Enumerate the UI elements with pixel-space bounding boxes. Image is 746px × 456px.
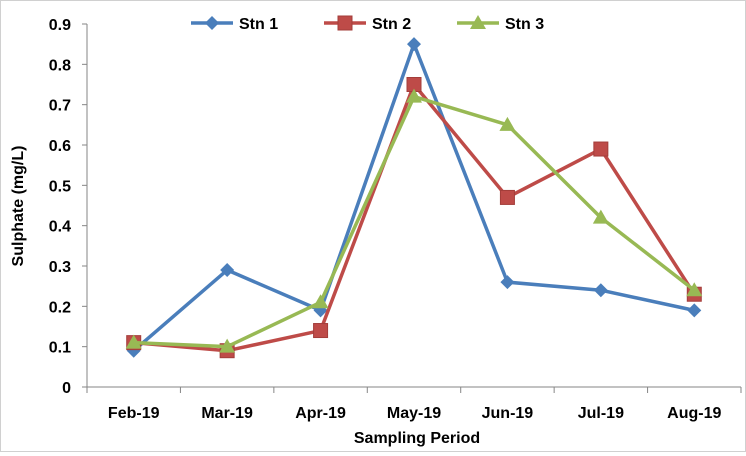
legend-label: Stn 1 [239,16,278,33]
data-point [220,263,235,278]
data-point [687,303,702,318]
x-tick-label: May-19 [387,405,441,422]
legend-label: Stn 2 [372,16,411,33]
y-tick-label: 0.3 [49,259,71,276]
legend-marker [205,16,219,30]
data-point [592,209,609,224]
y-tick-label: 0.8 [49,57,71,74]
x-tick-label: Aug-19 [667,405,721,422]
data-point [500,275,515,290]
y-tick-label: 0.2 [49,299,71,316]
x-tick-label: Jul-19 [578,405,624,422]
legend-label: Stn 3 [505,16,544,33]
y-axis-label: Sulphate (mg/L) [10,146,27,267]
legend-item: Stn 3 [457,15,544,33]
y-tick-label: 0.1 [49,340,71,357]
data-point [313,323,329,339]
data-point [406,88,422,103]
y-tick-label: 0.9 [49,17,71,34]
series-line [133,82,696,353]
legend-marker [470,15,486,29]
x-axis-label: Sampling Period [354,430,480,447]
series-line [133,94,696,349]
legend-marker [337,15,353,31]
y-tick-label: 0.4 [49,219,71,236]
x-tick-label: Apr-19 [295,405,346,422]
data-point [219,338,236,353]
data-point [407,37,421,52]
data-point [499,116,516,131]
data-point [312,294,329,309]
series-2 [126,77,702,359]
x-tick-label: Mar-19 [201,405,253,422]
x-tick-label: Jun-19 [482,405,534,422]
y-tick-label: 0.5 [49,178,71,195]
legend-item: Stn 1 [191,16,278,33]
series-3 [125,88,703,353]
data-point [125,334,142,349]
y-tick-label: 0 [62,380,71,397]
data-point [593,283,608,298]
y-tick-label: 0.6 [49,138,71,155]
data-point [686,282,703,297]
y-tick-label: 0.7 [49,98,71,115]
data-point [593,141,609,157]
x-tick-label: Feb-19 [108,405,160,422]
data-point [499,189,515,205]
legend-item: Stn 2 [324,15,411,33]
